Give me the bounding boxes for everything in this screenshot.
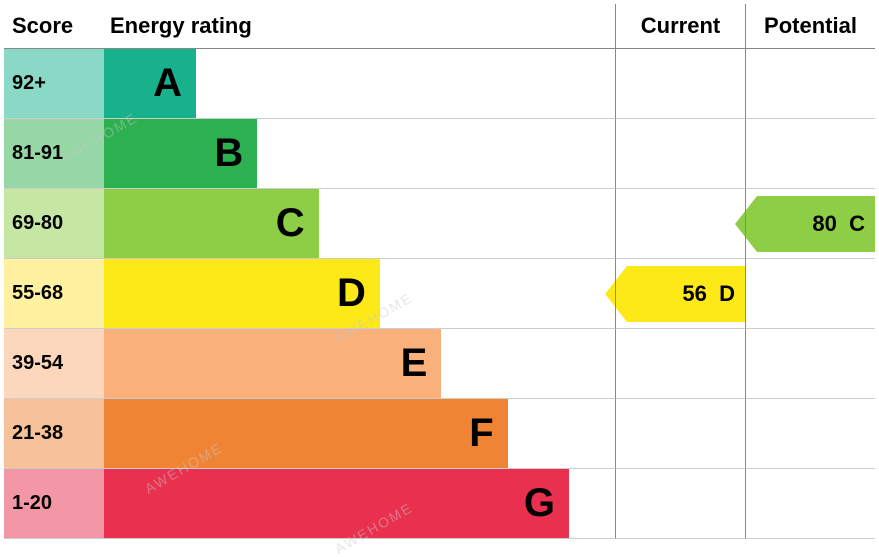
current-col — [615, 329, 745, 399]
energy-rating-chart: Score Energy rating Current Potential 92… — [0, 0, 879, 550]
score-label: 39-54 — [4, 329, 104, 399]
header-potential: Potential — [745, 4, 875, 49]
score-label: 92+ — [4, 49, 104, 119]
rating-letter: E — [401, 341, 428, 386]
rating-bar-b: B — [104, 119, 257, 188]
bar-area: B — [104, 119, 615, 189]
score-label: 81-91 — [4, 119, 104, 189]
potential-col — [745, 329, 875, 399]
rating-letter: F — [469, 411, 493, 456]
potential-badge: 80 C — [757, 196, 875, 252]
bar-area: E — [104, 329, 615, 399]
potential-col — [745, 399, 875, 469]
rating-letter: G — [524, 481, 555, 526]
rating-row-c: 69-80 C 80 C — [4, 189, 875, 259]
rating-bar-f: F — [104, 399, 508, 468]
current-col — [615, 119, 745, 189]
bar-area: F — [104, 399, 615, 469]
rating-row-g: 1-20 G — [4, 469, 875, 539]
rating-bar-d: D — [104, 259, 380, 328]
potential-col — [745, 469, 875, 539]
header-rating: Energy rating — [104, 4, 615, 49]
current-col — [615, 189, 745, 259]
potential-col: 80 C — [745, 189, 875, 259]
bar-area: D — [104, 259, 615, 329]
potential-col — [745, 49, 875, 119]
potential-col — [745, 119, 875, 189]
score-label: 21-38 — [4, 399, 104, 469]
rating-row-f: 21-38 F — [4, 399, 875, 469]
rating-row-b: 81-91 B — [4, 119, 875, 189]
current-col — [615, 399, 745, 469]
score-label: 55-68 — [4, 259, 104, 329]
rating-bar-e: E — [104, 329, 441, 398]
header-score: Score — [4, 4, 104, 49]
bar-area: C — [104, 189, 615, 259]
rating-letter: A — [153, 61, 182, 106]
current-col — [615, 49, 745, 119]
bar-area: G — [104, 469, 615, 539]
rating-row-e: 39-54 E — [4, 329, 875, 399]
rating-bar-c: C — [104, 189, 319, 258]
rating-bar-g: G — [104, 469, 569, 538]
potential-col — [745, 259, 875, 329]
rating-bar-a: A — [104, 49, 196, 118]
rating-row-a: 92+ A — [4, 49, 875, 119]
rating-letter: D — [337, 271, 366, 316]
current-col — [615, 469, 745, 539]
current-badge: 56 D — [627, 266, 745, 322]
rating-letter: B — [214, 131, 243, 176]
current-col: 56 D — [615, 259, 745, 329]
rating-letter: C — [276, 201, 305, 246]
score-label: 69-80 — [4, 189, 104, 259]
bar-area: A — [104, 49, 615, 119]
score-label: 1-20 — [4, 469, 104, 539]
ratings-container: 92+ A 81-91 B 69-80 C 80 C 55-68 D 56 D 39-54 E 21-3… — [4, 49, 875, 539]
header-current: Current — [615, 4, 745, 49]
header-row: Score Energy rating Current Potential — [4, 4, 875, 49]
rating-row-d: 55-68 D 56 D — [4, 259, 875, 329]
